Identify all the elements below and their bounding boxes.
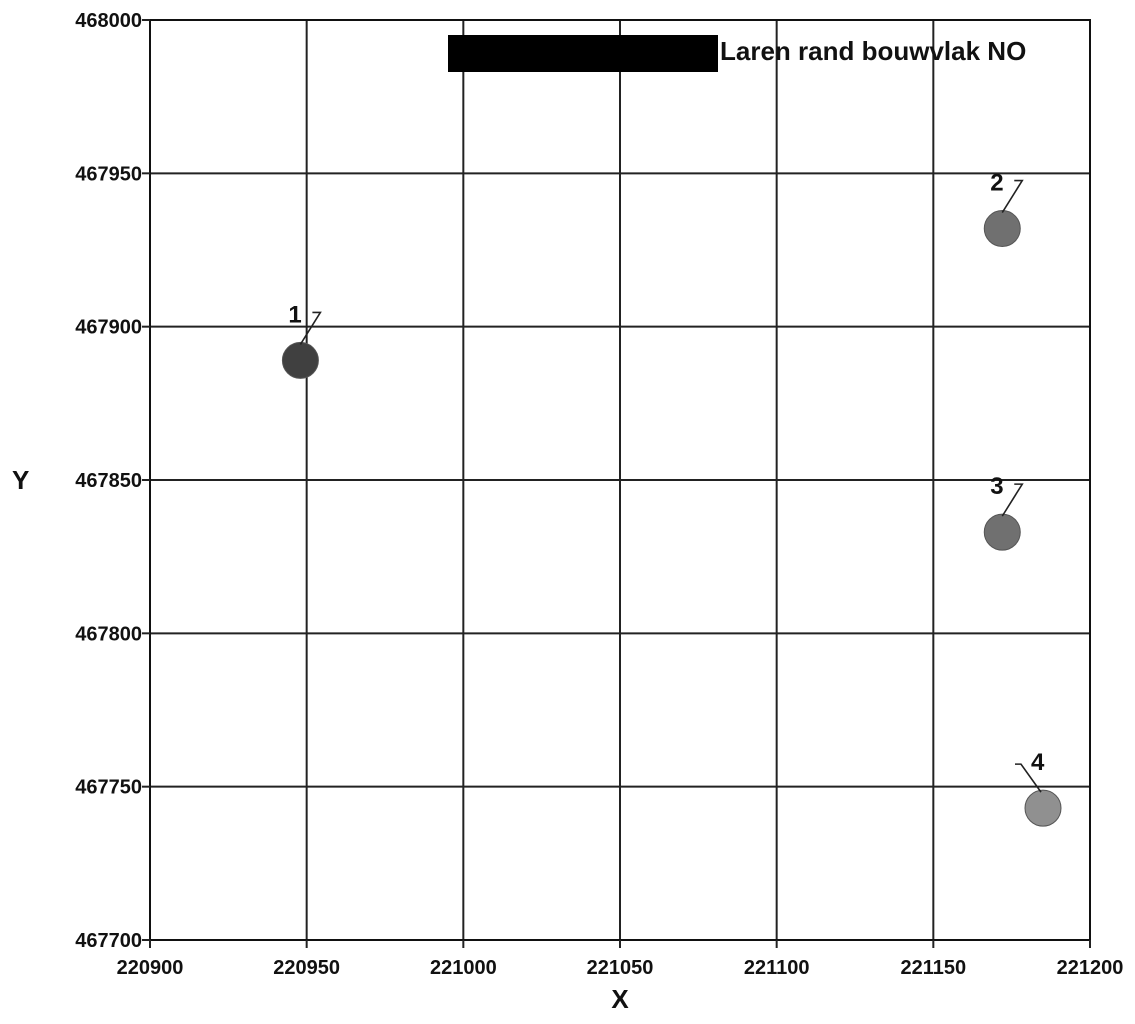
y-tick-label: 467900 — [75, 317, 142, 339]
data-point — [983, 210, 1021, 248]
y-tick-label: 467950 — [75, 163, 142, 185]
y-axis-title: Y — [12, 465, 29, 495]
point-label: 1 — [288, 301, 301, 328]
x-axis-title: X — [611, 984, 629, 1014]
x-tick-label: 221150 — [901, 957, 967, 979]
data-point — [983, 513, 1021, 551]
y-tick-label: 467850 — [75, 470, 142, 492]
point-leader-line — [299, 311, 322, 345]
point-leader-line — [1001, 179, 1024, 213]
x-tick-label: 220950 — [273, 957, 340, 979]
x-tick-label: 221200 — [1057, 957, 1124, 979]
point-leader-line — [1001, 483, 1024, 517]
x-axis-ticks: 220900 220950 221000 221050 221100 221150 2212… — [117, 940, 1124, 979]
data-points: 1 2 3 4 — [281, 170, 1062, 827]
x-tick-label: 221050 — [587, 957, 654, 979]
grid — [149, 19, 1091, 941]
point-label: 3 — [990, 473, 1003, 500]
legend-swatch — [448, 35, 718, 72]
x-tick-label: 221100 — [744, 957, 810, 979]
y-axis-ticks: 467700 467750 467800 467850 467900 467950 4680… — [75, 10, 150, 952]
legend-label: Laren rand bouwvlak NO — [720, 36, 1026, 66]
x-tick-label: 221000 — [430, 957, 497, 979]
point-label: 2 — [990, 170, 1003, 197]
data-point — [1024, 789, 1062, 827]
point-label: 4 — [1031, 749, 1045, 776]
y-tick-label: 467750 — [75, 777, 142, 799]
y-tick-label: 467700 — [75, 930, 142, 952]
y-tick-label: 468000 — [75, 10, 142, 32]
y-tick-label: 467800 — [75, 623, 142, 645]
x-tick-label: 220900 — [117, 957, 184, 979]
data-point — [281, 341, 319, 379]
legend: Laren rand bouwvlak NO — [448, 35, 1026, 72]
point-leader-line — [1015, 763, 1042, 793]
